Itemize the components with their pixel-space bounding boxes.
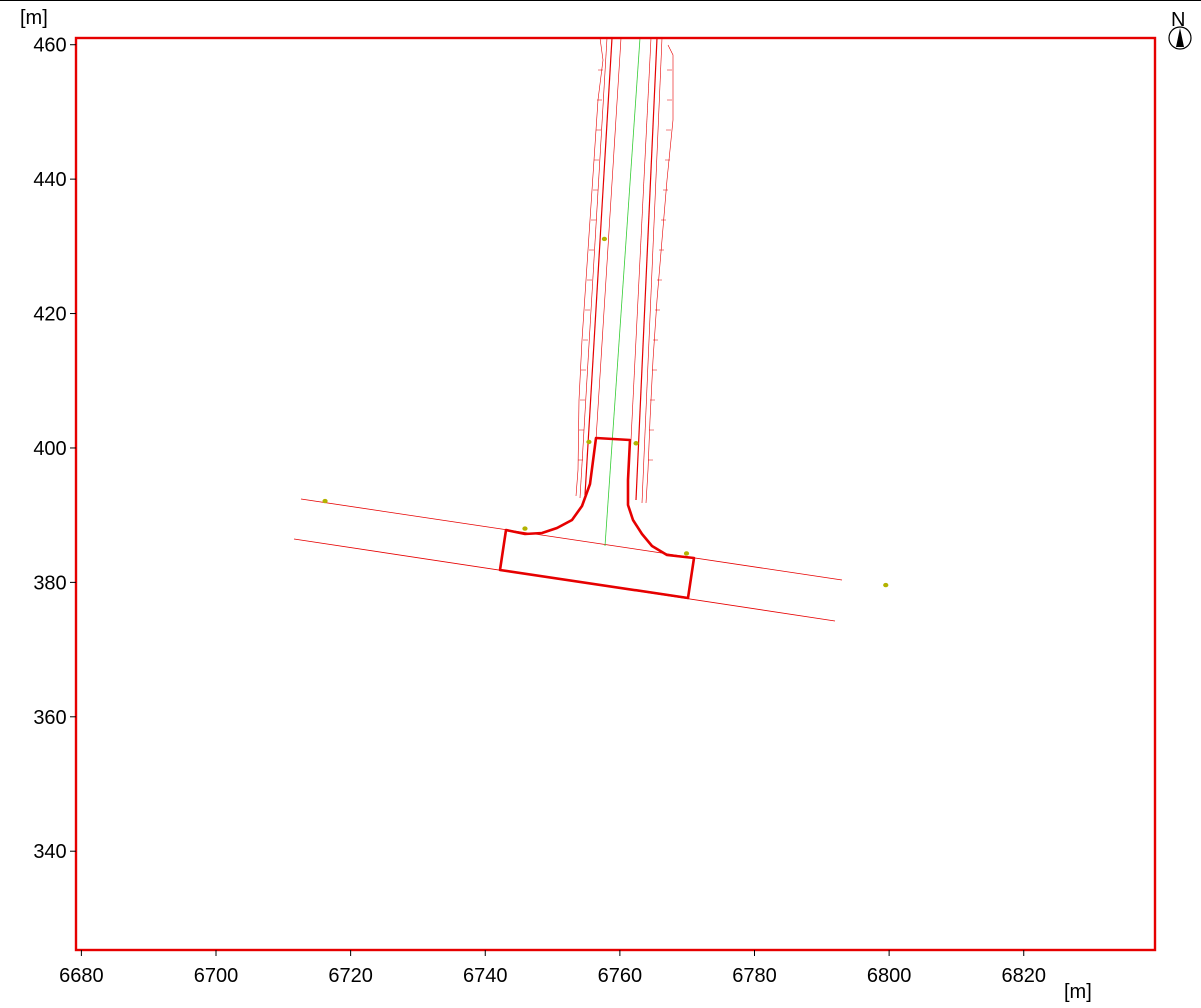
y-tick-label: 460 — [33, 35, 66, 57]
road-edge-north — [300, 498, 843, 581]
survey-point[interactable] — [601, 236, 607, 242]
road-lane-east-3 — [641, 37, 663, 504]
map-frame-border — [74, 36, 1157, 952]
road-edge-hatching-east — [648, 69, 672, 461]
road-outer-edge-west — [575, 37, 604, 497]
survey-point[interactable] — [322, 498, 328, 504]
x-tick-label: 6740 — [463, 965, 508, 987]
survey-point[interactable] — [633, 441, 639, 446]
x-tick-label: 6820 — [1001, 965, 1046, 987]
y-tick-label: 360 — [33, 707, 66, 729]
road-lane-west-3 — [595, 37, 622, 441]
survey-points — [322, 236, 889, 588]
y-tick-label: 340 — [33, 841, 66, 863]
x-tick-label: 6780 — [732, 965, 777, 987]
y-tick-label: 440 — [33, 169, 66, 191]
x-tick-label: 6700 — [194, 965, 239, 987]
x-axis-unit-label: [m] — [1064, 981, 1092, 1003]
survey-point[interactable] — [522, 526, 528, 531]
intersection-outline — [498, 436, 696, 600]
north-arrow-icon: N — [1168, 9, 1192, 50]
x-tick-label: 6760 — [598, 965, 643, 987]
x-tick-label: 6680 — [59, 965, 104, 987]
road-lane-west-1 — [579, 37, 608, 499]
x-tick-label: 6800 — [867, 965, 912, 987]
road-centerline — [604, 37, 641, 547]
road-lane-east-1 — [630, 37, 652, 441]
map-frame — [74, 36, 1157, 952]
road-edge-hatching-west — [578, 69, 603, 461]
y-tick-label: 380 — [33, 572, 66, 594]
axis-ticks: 6680 6700 6720 6740 6760 6780 6800 6820 460 440 42… — [33, 35, 1046, 987]
top-rule — [0, 0, 1201, 1]
road-lane-west-2 — [584, 37, 613, 496]
north-label: N — [1171, 9, 1185, 31]
survey-point[interactable] — [586, 439, 592, 445]
road-outer-edge-east — [645, 44, 674, 504]
y-tick-label: 400 — [33, 438, 66, 460]
survey-point[interactable] — [883, 582, 889, 588]
road-lane-east-2 — [635, 37, 658, 501]
x-tick-label: 6720 — [328, 965, 373, 987]
y-tick-label: 420 — [33, 304, 66, 326]
survey-point[interactable] — [683, 551, 690, 556]
road-network — [293, 37, 843, 622]
y-axis-unit-label: [m] — [20, 7, 48, 29]
